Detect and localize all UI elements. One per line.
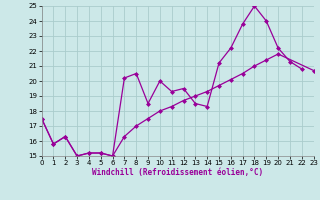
X-axis label: Windchill (Refroidissement éolien,°C): Windchill (Refroidissement éolien,°C) xyxy=(92,168,263,177)
